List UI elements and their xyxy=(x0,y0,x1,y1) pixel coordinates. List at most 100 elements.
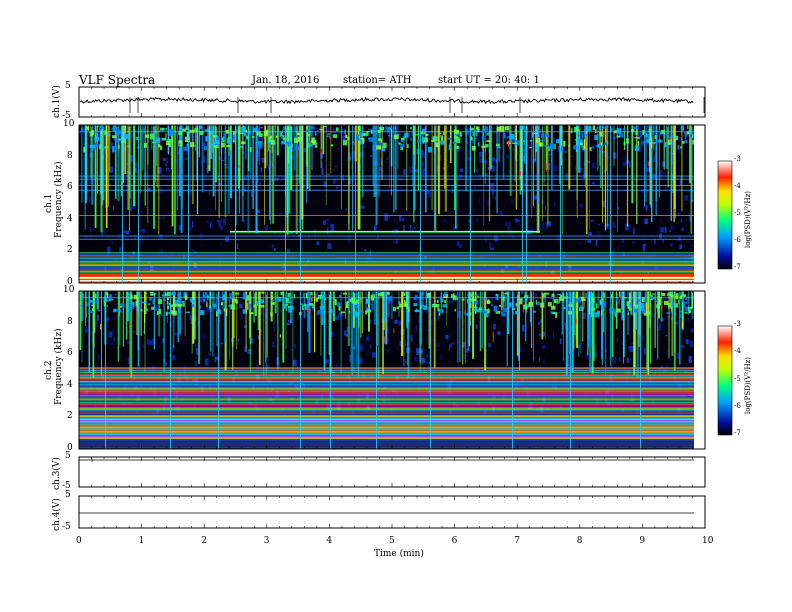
freq-band xyxy=(79,379,694,381)
hiss-cell xyxy=(253,128,258,133)
hiss-cell xyxy=(563,141,566,147)
noise-cell xyxy=(87,294,90,297)
sferic-streak xyxy=(237,125,240,189)
hot-spot xyxy=(247,302,249,310)
noise-cell xyxy=(405,171,407,174)
sferic-streak xyxy=(266,291,268,358)
freq-band xyxy=(79,256,694,258)
noise-cell xyxy=(688,356,692,363)
noise-cell xyxy=(250,190,253,197)
hiss-cell xyxy=(456,137,461,144)
hiss-cell xyxy=(444,143,447,147)
noise-cell xyxy=(330,224,335,231)
page-title: VLF Spectra xyxy=(79,73,156,87)
hiss-cell xyxy=(97,309,101,312)
sferic-streak xyxy=(509,125,512,196)
sferic-streak xyxy=(525,291,528,313)
sferic-full xyxy=(218,291,219,449)
noise-cell xyxy=(195,346,200,349)
noise-cell xyxy=(377,134,380,136)
sferic-streak xyxy=(266,125,268,166)
hiss-cell xyxy=(545,133,549,137)
sferic-streak xyxy=(274,125,276,177)
sferic-streak xyxy=(91,125,94,205)
sferic-streak xyxy=(519,125,522,195)
hiss-cell xyxy=(495,293,497,296)
colorbar-tick-label: -5 xyxy=(734,374,741,383)
sferic-streak xyxy=(561,291,563,335)
noise-cell xyxy=(303,180,307,183)
hiss-cell xyxy=(242,309,246,314)
noise-cell xyxy=(398,347,400,351)
hiss-cell xyxy=(481,135,485,141)
freq-band xyxy=(79,402,694,404)
sferic-streak xyxy=(96,291,99,309)
hiss-cell xyxy=(332,134,338,138)
freq-band xyxy=(79,399,694,401)
hiss-cell xyxy=(104,146,109,149)
hiss-cell xyxy=(656,303,659,309)
sferic-streak xyxy=(269,125,271,180)
hiss-cell xyxy=(111,128,114,130)
sferic-streak xyxy=(519,291,520,371)
freq-band xyxy=(79,405,694,407)
noise-cell xyxy=(666,350,669,356)
hiss-cell xyxy=(380,292,384,297)
noise-cell xyxy=(364,137,369,140)
hot-spot xyxy=(393,328,395,333)
noise-cell xyxy=(505,221,508,227)
hiss-cell xyxy=(312,141,315,145)
sferic-streak xyxy=(681,125,683,212)
noise-cell xyxy=(534,292,538,298)
y-tick-label: 6 xyxy=(67,348,73,359)
hiss-cell xyxy=(404,299,406,302)
sferic-streak xyxy=(623,125,625,150)
noise-cell xyxy=(110,239,114,244)
sferic-streak xyxy=(172,291,175,314)
sferic-streak xyxy=(654,291,656,348)
sferic-streak xyxy=(656,291,658,309)
hot-spot xyxy=(226,308,228,316)
sferic-streak xyxy=(537,125,540,205)
low-band-line xyxy=(79,279,694,281)
noise-cell xyxy=(593,351,598,358)
noise-cell xyxy=(613,221,615,228)
colorbar-tick-label: -7 xyxy=(734,429,741,437)
sferic-full xyxy=(170,291,171,449)
hot-spot xyxy=(682,321,683,328)
noise-cell xyxy=(669,359,672,361)
hiss-cell xyxy=(149,291,155,293)
noise-cell xyxy=(244,345,249,348)
tone-line xyxy=(79,370,694,371)
noise-cell xyxy=(126,340,130,345)
hiss-cell xyxy=(95,299,98,303)
hiss-cell xyxy=(657,296,662,302)
noise-cell xyxy=(456,241,460,246)
ch1-spec-axis-top-label: ch.1 xyxy=(44,193,54,213)
sferic-streak xyxy=(670,291,673,313)
y-tick-label: -5 xyxy=(62,111,71,121)
noise-cell xyxy=(359,358,363,364)
hiss-cell xyxy=(438,312,441,316)
low-band-line xyxy=(79,275,694,276)
hiss-cell xyxy=(189,129,195,133)
hiss-cell xyxy=(317,296,321,300)
noise-cell xyxy=(384,213,388,221)
hiss-cell xyxy=(535,138,541,144)
noise-cell xyxy=(369,344,372,348)
noise-cell xyxy=(416,171,419,177)
noise-cell xyxy=(206,304,209,310)
sferic-streak xyxy=(263,291,265,377)
noise-cell xyxy=(194,361,197,367)
noise-cell xyxy=(320,152,324,159)
hiss-cell xyxy=(282,137,287,141)
noise-cell xyxy=(208,320,211,325)
sferic-streak xyxy=(171,125,174,227)
noise-cell xyxy=(491,192,494,199)
sferic-streak xyxy=(421,291,424,309)
noise-cell xyxy=(110,142,114,149)
hiss-cell xyxy=(324,298,327,300)
sferic-streak xyxy=(389,125,390,188)
noise-cell xyxy=(442,229,445,233)
hiss-cell xyxy=(471,291,473,294)
